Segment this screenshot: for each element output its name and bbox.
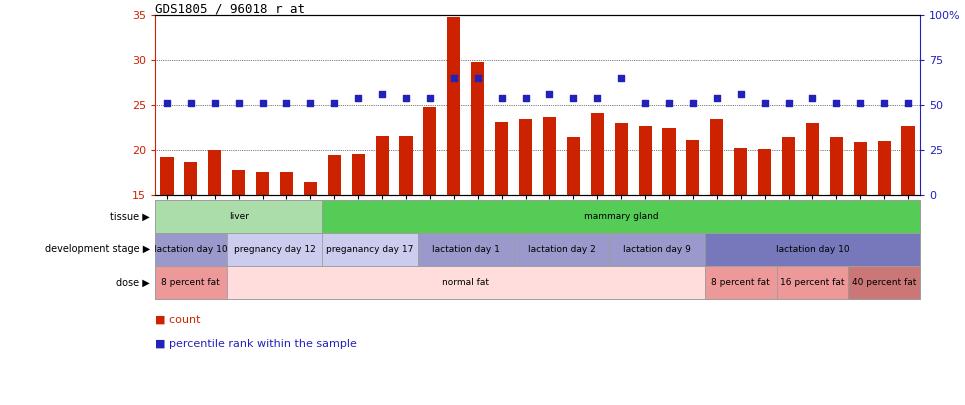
Bar bbox=[591, 113, 604, 195]
Point bbox=[326, 100, 342, 107]
Point bbox=[350, 94, 366, 101]
Text: 8 percent fat: 8 percent fat bbox=[161, 278, 220, 287]
Bar bbox=[447, 17, 460, 195]
Bar bbox=[704, 266, 777, 299]
Bar bbox=[155, 233, 227, 266]
Point bbox=[446, 75, 461, 81]
Text: tissue ▶: tissue ▶ bbox=[110, 211, 151, 222]
Bar bbox=[639, 126, 651, 195]
Bar bbox=[256, 172, 269, 195]
Bar bbox=[418, 233, 513, 266]
Point bbox=[399, 94, 414, 101]
Bar bbox=[806, 123, 819, 195]
Bar bbox=[513, 233, 609, 266]
Point bbox=[852, 100, 868, 107]
Text: 40 percent fat: 40 percent fat bbox=[852, 278, 917, 287]
Point bbox=[207, 100, 223, 107]
Bar bbox=[782, 137, 795, 195]
Point bbox=[900, 100, 916, 107]
Bar bbox=[233, 170, 245, 195]
Point bbox=[183, 100, 199, 107]
Point bbox=[303, 100, 318, 107]
Text: ■ percentile rank within the sample: ■ percentile rank within the sample bbox=[155, 339, 357, 349]
Point bbox=[565, 94, 581, 101]
Point bbox=[614, 75, 629, 81]
Text: lactation day 2: lactation day 2 bbox=[528, 245, 595, 254]
Bar bbox=[227, 233, 322, 266]
Bar bbox=[615, 123, 628, 195]
Point bbox=[876, 100, 892, 107]
Bar bbox=[351, 153, 365, 195]
Text: lactation day 10: lactation day 10 bbox=[154, 245, 228, 254]
Point bbox=[374, 91, 390, 98]
Point bbox=[805, 94, 820, 101]
Text: liver: liver bbox=[229, 212, 249, 221]
Point bbox=[159, 100, 175, 107]
Bar bbox=[777, 266, 848, 299]
Bar bbox=[328, 154, 341, 195]
Point bbox=[231, 100, 246, 107]
Bar bbox=[734, 148, 747, 195]
Bar bbox=[322, 233, 418, 266]
Bar bbox=[686, 140, 700, 195]
Bar bbox=[155, 266, 227, 299]
Point bbox=[829, 100, 844, 107]
Bar bbox=[280, 172, 293, 195]
Bar bbox=[848, 266, 920, 299]
Bar bbox=[710, 119, 724, 195]
Bar bbox=[304, 181, 317, 195]
Bar bbox=[566, 136, 580, 195]
Bar bbox=[375, 136, 389, 195]
Bar bbox=[758, 149, 771, 195]
Bar bbox=[662, 128, 675, 195]
Text: mammary gland: mammary gland bbox=[584, 212, 658, 221]
Bar bbox=[543, 117, 556, 195]
Point bbox=[757, 100, 772, 107]
Bar bbox=[155, 200, 322, 233]
Text: lactation day 9: lactation day 9 bbox=[623, 245, 691, 254]
Point bbox=[423, 94, 438, 101]
Text: normal fat: normal fat bbox=[442, 278, 489, 287]
Bar bbox=[609, 233, 704, 266]
Point bbox=[733, 91, 749, 98]
Text: 8 percent fat: 8 percent fat bbox=[711, 278, 770, 287]
Bar bbox=[424, 107, 436, 195]
Point bbox=[781, 100, 796, 107]
Point bbox=[279, 100, 294, 107]
Point bbox=[590, 94, 605, 101]
Point bbox=[255, 100, 270, 107]
Bar bbox=[471, 62, 484, 195]
Text: ■ count: ■ count bbox=[155, 315, 201, 325]
Text: 16 percent fat: 16 percent fat bbox=[780, 278, 844, 287]
Bar bbox=[184, 162, 198, 195]
Text: dose ▶: dose ▶ bbox=[117, 277, 151, 288]
Bar bbox=[400, 136, 413, 195]
Bar bbox=[901, 126, 915, 195]
Point bbox=[661, 100, 676, 107]
Bar bbox=[322, 200, 920, 233]
Text: preganancy day 17: preganancy day 17 bbox=[326, 245, 414, 254]
Text: development stage ▶: development stage ▶ bbox=[45, 245, 151, 254]
Bar bbox=[877, 141, 891, 195]
Point bbox=[709, 94, 725, 101]
Text: GDS1805 / 96018_r_at: GDS1805 / 96018_r_at bbox=[155, 2, 305, 15]
Bar bbox=[854, 142, 867, 195]
Bar bbox=[704, 233, 920, 266]
Text: lactation day 10: lactation day 10 bbox=[776, 245, 849, 254]
Bar bbox=[830, 136, 842, 195]
Bar bbox=[519, 119, 532, 195]
Bar bbox=[495, 122, 509, 195]
Point bbox=[518, 94, 534, 101]
Bar bbox=[208, 150, 221, 195]
Point bbox=[494, 94, 510, 101]
Text: lactation day 1: lactation day 1 bbox=[432, 245, 500, 254]
Point bbox=[470, 75, 485, 81]
Point bbox=[541, 91, 557, 98]
Point bbox=[637, 100, 652, 107]
Bar bbox=[160, 157, 174, 195]
Text: pregnancy day 12: pregnancy day 12 bbox=[234, 245, 316, 254]
Point bbox=[685, 100, 701, 107]
Bar bbox=[227, 266, 704, 299]
